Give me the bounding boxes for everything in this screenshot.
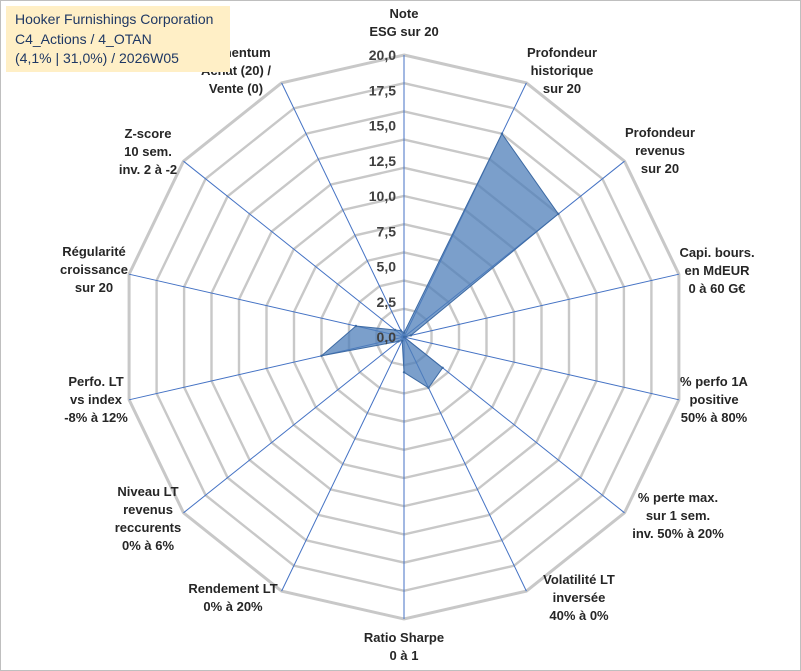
axis-label-line: % perfo 1A [680,374,749,389]
axis-label-line: inversée [553,590,606,605]
data-point [354,324,358,328]
axis-spoke [281,336,405,592]
tick-label: 7,5 [377,223,397,239]
tick-label: 0,0 [377,329,397,345]
axis-label: Note ESG sur 20 [369,6,438,39]
axis-label-line: ESG sur 20 [369,24,438,39]
data-point [397,340,400,343]
axis-label-line: Régularité [62,244,126,259]
series-area [319,132,559,389]
data-point [427,386,430,389]
tick-label: 20,0 [369,47,396,63]
tick-label: 2,5 [377,294,397,310]
axis-label-line: historique [531,63,594,78]
axis-label-line: revenus [123,502,173,517]
data-point [401,339,404,342]
axis-label-line: Perfo. LT [68,374,123,389]
axis-label-line: 0% à 6% [122,538,174,553]
axis-label-line: 40% à 0% [549,608,609,623]
axis-label-line: inv. 50% à 20% [632,526,724,541]
axis-label-line: 0 à 60 G€ [688,281,745,296]
data-point [500,132,504,135]
radar-tick-labels: 0,0 2,5 5,0 7,5 10,0 12,5 15,0 17,5 20,0 [369,47,396,345]
axis-label-line: 10 sem. [124,144,172,159]
axis-spoke [403,273,680,338]
axis-label-line: en MdEUR [685,263,751,278]
axis-label-line: Ratio Sharpe [364,630,444,645]
axis-label-line: Profondeur [625,125,695,140]
tick-label: 17,5 [369,82,396,98]
axis-label-line: sur 20 [75,280,113,295]
chart-title-category: C4_Actions / 4_OTAN [15,30,152,47]
tick-label: 10,0 [369,188,396,204]
data-point [441,366,444,369]
axis-label: Z-score 10 sem. inv. 2 à -2 [119,126,177,177]
data-point [320,354,323,357]
axis-label-line: Capi. bours. [679,245,754,260]
chart-title-company: Hooker Furnishings Corporation [15,11,214,27]
axis-label-line: % perte max. [638,490,718,505]
tick-label: 12,5 [369,153,396,169]
axis-label-line: Volatilité LT [543,572,615,587]
axis-label-line: Profondeur [527,45,597,60]
data-point [557,212,560,216]
axis-label: Profondeur historique sur 20 [527,45,597,96]
axis-label-line: Vente (0) [209,81,263,96]
axis-label: Régularité croissance sur 20 [60,244,128,295]
axis-label: Perfo. LT vs index -8% à 12% [64,374,128,425]
axis-label-line: 50% à 80% [681,410,748,425]
axis-label-line: sur 20 [641,161,679,176]
data-point [402,331,406,334]
axis-label: Niveau LT revenus reccurents 0% à 6% [115,484,181,553]
axis-label-line: positive [689,392,738,407]
chart-title-box: Hooker Furnishings Corporation C4_Action… [6,6,230,72]
axis-label: Capi. bours. en MdEUR 0 à 60 G€ [679,245,754,296]
axis-spoke [183,336,405,514]
axis-label: % perte max. sur 1 sem. inv. 50% à 20% [632,490,724,541]
axis-spoke [183,160,405,338]
axis-label-line: -8% à 12% [64,410,128,425]
axis-label: % perfo 1A positive 50% à 80% [680,374,749,425]
axis-label-line: Niveau LT [117,484,178,499]
tick-label: 15,0 [369,118,396,134]
radar-series [319,132,560,389]
tick-label: 5,0 [377,259,397,275]
axis-label: Profondeur revenus sur 20 [625,125,695,176]
data-point [399,329,403,332]
axis-label-line: Note [390,6,419,21]
axis-label-line: revenus [635,143,685,158]
axis-spoke [403,336,680,401]
axis-label-line: 0 à 1 [390,648,419,663]
axis-label-line: 0% à 20% [203,599,263,614]
axis-label-line: sur 20 [543,81,581,96]
axis-label: Volatilité LT inversée 40% à 0% [543,572,615,623]
axis-label-line: inv. 2 à -2 [119,162,177,177]
data-point [409,334,413,337]
axis-label-line: Rendement LT [188,581,277,596]
axis-label-line: sur 1 sem. [646,508,710,523]
radar-axis-labels: Note ESG sur 20 Profondeur historique sur 20… [60,6,755,663]
axis-label-line: Z-score [125,126,172,141]
axis-label: Rendement LT 0% à 20% [188,581,277,614]
axis-label: Ratio Sharpe 0 à 1 [364,630,444,663]
axis-label-line: croissance [60,262,128,277]
chart-title-stats: (4,1% | 31,0%) / 2026W05 [15,50,179,66]
data-point [402,371,406,374]
axis-label-line: reccurents [115,520,181,535]
data-point [394,328,397,332]
axis-label-line: vs index [70,392,123,407]
data-point [402,335,406,339]
axis-spoke [281,82,405,338]
